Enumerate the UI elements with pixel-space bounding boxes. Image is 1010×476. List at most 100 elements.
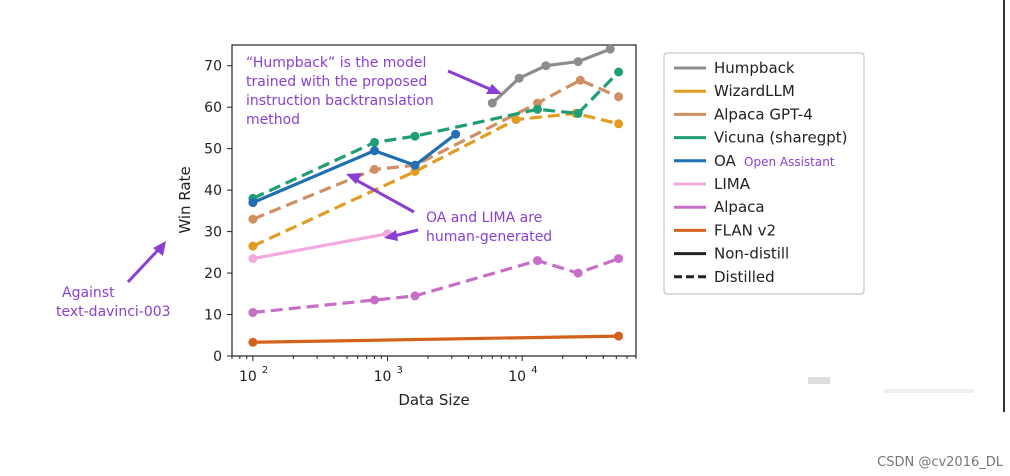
data-point-vicuna-sharegpt <box>533 104 542 114</box>
x-tick-exponent: 2 <box>262 365 268 376</box>
series-humpback <box>487 44 615 108</box>
data-point-humpback <box>605 44 615 54</box>
data-point-wizardllm <box>248 241 258 251</box>
oa-lima-annotation-line-1: OA and LIMA are <box>426 210 542 226</box>
legend-label: Humpback <box>714 59 795 77</box>
data-point-alpaca-gpt-4 <box>575 75 585 85</box>
data-point-alpaca <box>573 268 583 278</box>
watermark: CSDN @cv2016_DL <box>877 455 1004 470</box>
series-alpaca <box>248 254 624 317</box>
legend-entry-flan-v2: FLAN v2 <box>674 221 776 239</box>
series-line-flan-v2 <box>252 334 619 344</box>
data-point-humpback <box>541 61 551 71</box>
legend-entry-alpaca-gpt-4: Alpaca GPT-4 <box>674 105 813 123</box>
legend-label: LIMA <box>714 175 751 193</box>
artifact-smudge <box>884 389 974 393</box>
series-layer <box>248 44 624 347</box>
y-tick-label: 60 <box>204 100 222 116</box>
y-tick-label: 30 <box>204 225 222 241</box>
series-line-oa <box>252 132 457 205</box>
humpback-annotation-line-2: trained with the proposed <box>246 74 427 90</box>
y-tick-label: 20 <box>204 266 222 282</box>
y-tick-label: 70 <box>204 59 222 75</box>
legend-label: Vicuna (sharegpt) <box>714 129 848 147</box>
data-point-vicuna-sharegpt <box>573 108 583 118</box>
y-tick-label: 40 <box>204 183 222 199</box>
x-axis: 10 2 10 3 10 4 <box>231 356 637 385</box>
x-axis-label: Data Size <box>398 391 469 409</box>
data-point-vicuna-sharegpt <box>410 131 420 141</box>
x-tick-label: 10 <box>239 369 257 385</box>
data-point-alpaca-gpt-4 <box>614 92 624 102</box>
data-point-alpaca <box>533 256 542 266</box>
legend-label: Distilled <box>714 268 775 286</box>
humpback-annotation-line-4: method <box>246 112 300 128</box>
against-annotation-line-2: text-davinci-003 <box>56 304 171 320</box>
data-point-humpback <box>573 57 583 67</box>
legend-label: Alpaca GPT-4 <box>714 105 813 123</box>
oa-arrow-shaft <box>355 178 415 214</box>
data-point-humpback <box>487 98 497 108</box>
humpback-annotation-line-3: instruction backtranslation <box>246 93 434 109</box>
legend-label: FLAN v2 <box>714 221 776 239</box>
y-axis-label: Win Rate <box>176 166 194 233</box>
data-point-oa <box>410 160 420 170</box>
legend-label: Non-distill <box>714 245 789 263</box>
x-tick-exponent: 3 <box>397 365 403 376</box>
legend-entry-alpaca: Alpaca <box>674 198 765 216</box>
data-point-alpaca <box>410 291 420 301</box>
legend: Humpback WizardLLM Alpaca GPT-4 Vicuna (sha… <box>674 59 848 286</box>
oa-lima-annotation-line-2: human-generated <box>426 229 552 245</box>
legend-entry-non-distill: Non-distill <box>674 245 789 263</box>
data-point-wizardllm <box>410 167 420 176</box>
data-point-alpaca-gpt-4 <box>533 98 542 108</box>
artifact-smudge <box>808 377 830 384</box>
data-point-alpaca <box>248 308 258 317</box>
series-oa <box>248 129 461 208</box>
data-point-lima <box>248 254 258 264</box>
against-arrow-shaft <box>126 248 160 284</box>
y-axis: 0 10 20 30 40 50 60 70 <box>204 59 232 365</box>
humpback-annotation-line-1: “Humpback” is the model <box>246 55 426 71</box>
legend-entry-humpback: Humpback <box>674 59 795 77</box>
against-arrow-head <box>153 241 166 256</box>
legend-label: OA <box>714 152 737 170</box>
against-annotation-line-1: Against <box>62 285 115 301</box>
y-tick-label: 50 <box>204 142 222 158</box>
lima-arrow-head <box>384 230 398 241</box>
data-point-wizardllm <box>511 115 521 125</box>
humpback-annotation: “Humpback” is the model trained with the… <box>246 55 502 128</box>
legend-entry-wizardllm: WizardLLM <box>674 82 795 100</box>
x-tick-label: 10 <box>508 369 526 385</box>
data-point-wizardllm <box>614 119 624 129</box>
data-point-oa <box>370 146 379 156</box>
series-line-vicuna-sharegpt <box>252 70 620 200</box>
series-wizardllm <box>248 108 624 251</box>
legend-note: Open Assistant <box>744 155 835 169</box>
data-point-alpaca <box>614 254 624 264</box>
series-lima <box>248 229 392 264</box>
data-point-humpback <box>514 73 524 83</box>
data-point-vicuna-sharegpt <box>614 67 624 77</box>
x-tick-label: 10 <box>374 369 392 385</box>
y-tick-label: 0 <box>213 349 222 365</box>
series-line-alpaca <box>252 257 620 315</box>
data-point-oa <box>451 129 461 139</box>
data-point-alpaca <box>370 295 379 305</box>
series-flan-v2 <box>248 331 624 347</box>
legend-label: WizardLLM <box>714 82 795 100</box>
plot-frame <box>231 44 637 357</box>
legend-entry-lima: LIMA <box>674 175 751 193</box>
humpback-arrow-head <box>486 84 502 94</box>
data-point-vicuna-sharegpt <box>370 137 379 147</box>
legend-entry-distilled: Distilled <box>674 268 775 286</box>
data-point-oa <box>248 198 258 208</box>
data-point-flan-v2 <box>614 331 624 341</box>
legend-entry-vicuna-sharegpt: Vicuna (sharegpt) <box>674 129 848 147</box>
lima-arrow-shaft <box>393 228 419 238</box>
against-annotation: Against text-davinci-003 <box>56 241 171 320</box>
oa-arrow-head <box>346 173 362 184</box>
data-point-flan-v2 <box>248 337 258 347</box>
data-point-alpaca-gpt-4 <box>370 164 379 174</box>
